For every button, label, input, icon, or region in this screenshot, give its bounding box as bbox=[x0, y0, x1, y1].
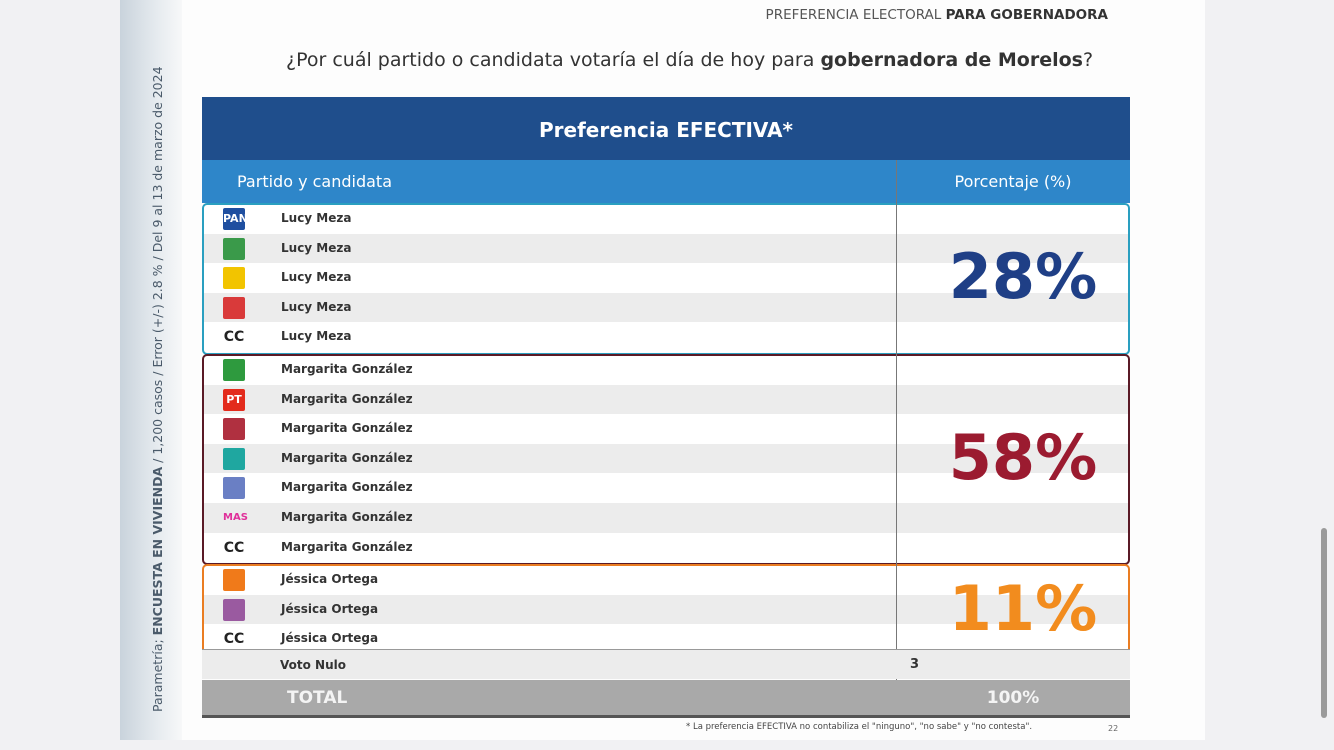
candidate: Margarita González bbox=[281, 539, 413, 554]
party-logo: MAS bbox=[223, 512, 248, 523]
candidate: Margarita González bbox=[281, 480, 413, 495]
candidate: Lucy Meza bbox=[281, 270, 352, 285]
table-row: Jéssica Ortega bbox=[203, 594, 1129, 625]
side-strip bbox=[120, 0, 182, 740]
slide-header: PREFERENCIA ELECTORAL PARA GOBERNADORA bbox=[766, 7, 1108, 23]
group-percent: 28% bbox=[948, 240, 1098, 313]
side-rest: / 1,200 casos / Error (+/-) 2.8 % / Del … bbox=[150, 66, 165, 467]
table-row: CC Lucy Meza bbox=[203, 322, 1129, 352]
party-logo bbox=[223, 267, 245, 290]
party-logo bbox=[223, 447, 245, 470]
total-label: TOTAL bbox=[287, 688, 348, 708]
candidate: Jéssica Ortega bbox=[281, 601, 379, 616]
header-emphasis: PARA GOBERNADORA bbox=[945, 7, 1108, 23]
party-logo: CC bbox=[223, 631, 245, 648]
null-value: 3 bbox=[910, 657, 920, 672]
candidate: Margarita González bbox=[281, 421, 413, 436]
candidate: Margarita González bbox=[281, 362, 413, 376]
table-row: Lucy Meza bbox=[203, 263, 1129, 293]
table-row: Margarita González bbox=[203, 443, 1129, 474]
scrollbar[interactable] bbox=[1321, 528, 1327, 718]
party-logo bbox=[223, 296, 245, 319]
table-row: Jéssica Ortega bbox=[203, 565, 1129, 595]
side-emphasis: ENCUESTA EN VIVIENDA bbox=[150, 466, 165, 636]
party-logo: PAN bbox=[223, 208, 248, 230]
null-row: Voto Nulo 3 bbox=[202, 649, 1130, 679]
candidate: Margarita González bbox=[281, 510, 413, 524]
question-emphasis: gobernadora de Morelos bbox=[820, 49, 1083, 71]
table-row: PT Margarita González bbox=[203, 384, 1129, 415]
table-row: PAN Lucy Meza bbox=[203, 204, 1129, 234]
party-logo bbox=[223, 418, 245, 441]
column-divider bbox=[896, 160, 897, 680]
total-value: 100% bbox=[986, 688, 1040, 708]
table-row: CC Margarita González bbox=[203, 532, 1129, 563]
table-row: Margarita González bbox=[203, 473, 1129, 503]
column-header: Porcentaje (%) bbox=[954, 172, 1072, 191]
question: ¿Por cuál partido o candidata votaría el… bbox=[286, 49, 1093, 71]
group-box bbox=[202, 354, 1130, 566]
total-row: TOTAL 100% bbox=[202, 680, 1130, 718]
null-label: Voto Nulo bbox=[280, 658, 346, 672]
column-header: Partido y candidata bbox=[237, 172, 392, 191]
table-row: Margarita González bbox=[203, 355, 1129, 385]
group-percent: 58% bbox=[948, 420, 1098, 494]
party-logo: CC bbox=[223, 329, 245, 346]
candidate: Margarita González bbox=[281, 391, 413, 406]
party-logo bbox=[223, 569, 245, 592]
candidate: Lucy Meza bbox=[281, 329, 352, 344]
group-percent: 11% bbox=[948, 571, 1098, 645]
party-logo: PT bbox=[223, 388, 245, 411]
side-prefix: Parametría; bbox=[150, 635, 165, 712]
party-logo bbox=[223, 359, 245, 381]
table-title: Preferencia EFECTIVA* bbox=[202, 97, 1130, 160]
side-note: Parametría; ENCUESTA EN VIVIENDA / 1,200… bbox=[150, 66, 165, 712]
table-row: Margarita González bbox=[203, 414, 1129, 444]
question-text: ¿Por cuál partido o candidata votaría el… bbox=[286, 49, 821, 71]
candidate: Lucy Meza bbox=[281, 299, 352, 314]
table-row: MAS Margarita González bbox=[203, 503, 1129, 533]
table-row: Lucy Meza bbox=[203, 233, 1129, 264]
candidate: Lucy Meza bbox=[281, 240, 352, 255]
footnote: * La preferencia EFECTIVA no contabiliza… bbox=[686, 722, 1033, 732]
table-row: Lucy Meza bbox=[203, 292, 1129, 323]
candidate: Jéssica Ortega bbox=[281, 631, 379, 646]
party-logo bbox=[223, 477, 245, 500]
party-logo bbox=[223, 598, 245, 621]
question-end: ? bbox=[1082, 49, 1094, 71]
candidate: Jéssica Ortega bbox=[281, 572, 379, 587]
page-number: 22 bbox=[1108, 724, 1119, 733]
header-prefix: PREFERENCIA ELECTORAL bbox=[765, 7, 946, 23]
party-logo bbox=[223, 237, 245, 260]
candidate: Lucy Meza bbox=[281, 211, 352, 225]
party-logo: CC bbox=[223, 539, 245, 556]
candidate: Margarita González bbox=[281, 450, 413, 465]
table-header: Partido y candidata Porcentaje (%) bbox=[202, 160, 1130, 203]
